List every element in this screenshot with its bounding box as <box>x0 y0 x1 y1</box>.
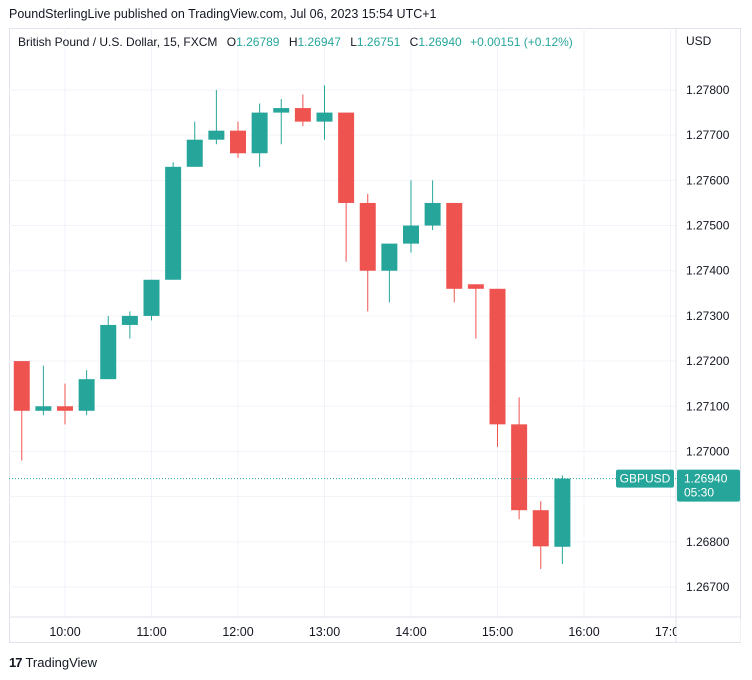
time-axis: 10:00 11:00 12:00 13:00 14:00 15:00 16:00 17:00 <box>49 620 741 642</box>
price-tick-label: 1.27500 <box>686 219 730 233</box>
price-tick-label: 1.27100 <box>686 399 730 413</box>
time-tick-label: 10:00 <box>49 625 80 639</box>
time-tick-label: 16:00 <box>568 625 599 639</box>
candle-up <box>208 90 225 145</box>
time-tick-label: 14:00 <box>395 625 426 639</box>
candle-up <box>381 243 398 303</box>
candle-body <box>403 225 419 244</box>
open-label: O <box>226 35 237 49</box>
time-axis-mask <box>676 620 741 642</box>
candle-up <box>251 103 268 167</box>
candle-up <box>403 180 419 253</box>
candle-down <box>489 288 506 447</box>
candle-down <box>13 361 30 461</box>
candle-down <box>532 501 549 569</box>
candle-body <box>316 112 333 122</box>
candle-up <box>100 315 117 380</box>
candle-down <box>446 202 463 303</box>
change-value: +0.00151 (+0.12%) <box>470 35 573 49</box>
brand-name: TradingView <box>25 655 98 670</box>
close-label: C <box>409 35 419 49</box>
candle-down <box>294 94 311 127</box>
candle-body <box>121 315 138 325</box>
candle-body <box>381 243 398 271</box>
candle-body <box>489 288 506 425</box>
candle-body <box>143 279 160 316</box>
time-tick-label: 13:00 <box>309 625 340 639</box>
candle-body <box>165 166 182 280</box>
candle-body <box>338 112 355 203</box>
candle-down <box>467 284 484 339</box>
price-tick-label: 1.27000 <box>686 444 730 458</box>
symbol-tag-label: GBPUSD <box>620 472 671 486</box>
currency-label: USD <box>686 34 712 48</box>
high-value: 1.26947 <box>297 35 341 49</box>
time-tick-label: 11:00 <box>136 625 166 639</box>
last-price-value: 1.26940 <box>684 472 728 486</box>
candle-body <box>35 406 52 411</box>
price-tick-label: 1.27800 <box>686 83 730 97</box>
candle-body <box>294 108 311 122</box>
close-value: 1.26940 <box>418 35 462 49</box>
price-tick-label: 1.27600 <box>686 173 730 187</box>
bar-countdown: 05:30 <box>684 486 714 500</box>
candle-up <box>165 162 182 280</box>
candle-up <box>35 365 52 416</box>
candle-up <box>186 121 203 167</box>
candle-up <box>78 370 95 416</box>
price-tick-label: 1.26700 <box>686 580 730 594</box>
candle-body <box>359 202 376 271</box>
high-label: H <box>288 35 298 49</box>
candle-up <box>121 311 138 339</box>
open-value: 1.26789 <box>236 35 280 49</box>
candle-body <box>251 112 268 154</box>
candle-body <box>554 478 571 547</box>
candle-body <box>467 284 484 289</box>
candle-body <box>230 130 246 154</box>
tradingview-logo-icon: 17 <box>9 655 23 670</box>
attribution: PoundSterlingLive published on TradingVi… <box>9 7 437 21</box>
candle-body <box>424 202 441 226</box>
price-tick-label: 1.27200 <box>686 354 730 368</box>
candle-body <box>78 379 95 411</box>
last-price-tag <box>677 469 740 502</box>
price-tick-label: 1.27400 <box>686 264 730 278</box>
candle-down <box>57 383 73 425</box>
candle-down <box>511 397 528 520</box>
candle-body <box>57 406 73 411</box>
candle-body <box>186 139 203 167</box>
time-tick-label: 15:00 <box>482 625 513 639</box>
candle-body <box>100 324 117 380</box>
candle-up <box>273 99 290 145</box>
candle-down <box>338 112 355 262</box>
low-label: L <box>350 35 357 49</box>
price-axis: 1.267001.268001.269001.270001.271001.272… <box>686 83 730 594</box>
candle-body <box>532 510 549 547</box>
time-tick-label: 12:00 <box>222 625 253 639</box>
price-tick-label: 1.27700 <box>686 128 730 142</box>
candle-down <box>359 193 376 312</box>
candle-up <box>316 85 333 140</box>
symbol-legend: British Pound / U.S. Dollar, 15, FXCM O1… <box>18 35 573 49</box>
candle-body <box>13 361 30 411</box>
candle-body <box>446 202 463 289</box>
candle-body <box>273 108 290 113</box>
candle-up <box>143 279 160 321</box>
candle-up <box>554 475 571 564</box>
price-tick-label: 1.27300 <box>686 309 730 323</box>
price-tick-label: 1.26800 <box>686 535 730 549</box>
chart-frame <box>9 28 741 643</box>
candles <box>13 85 571 569</box>
footer: 17 TradingView <box>9 655 97 670</box>
low-value: 1.26751 <box>356 35 401 49</box>
candle-down <box>230 121 246 158</box>
candle-up <box>424 180 441 231</box>
symbol-tag <box>616 469 674 488</box>
candle-body <box>208 130 225 140</box>
candle-body <box>511 424 528 511</box>
symbol-description: British Pound / U.S. Dollar, 15, FXCM <box>18 35 218 49</box>
